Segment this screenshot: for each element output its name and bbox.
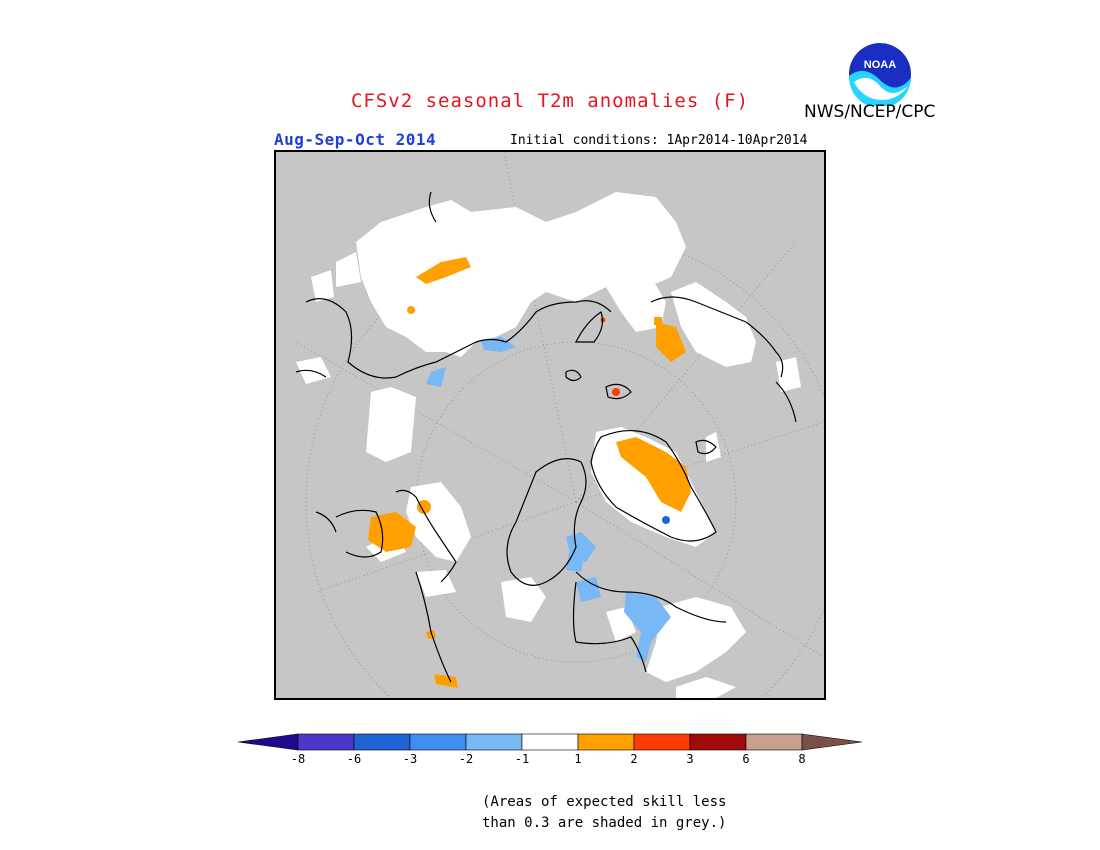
cold-spot xyxy=(662,516,670,524)
color-scale-tick-label: 8 xyxy=(798,752,806,766)
season-label: Aug-Sep-Oct 2014 xyxy=(274,130,437,149)
color-bin xyxy=(297,733,355,751)
agency-label: NWS/NCEP/CPC xyxy=(804,102,936,122)
color-bin xyxy=(409,733,467,751)
skill-footnote: (Areas of expected skill less than 0.3 a… xyxy=(482,792,726,834)
color-bin xyxy=(465,733,523,751)
color-bin xyxy=(689,733,747,751)
color-scale-tick-label: -6 xyxy=(346,752,362,766)
logo-text: NOAA xyxy=(864,59,896,71)
noaa-logo: NOAA xyxy=(848,43,911,106)
color-scale-tick-label: -3 xyxy=(402,752,418,766)
color-bin xyxy=(353,733,411,751)
color-bin xyxy=(521,733,579,751)
color-scale-tick-label: -2 xyxy=(458,752,474,766)
color-scale-tick-label: -8 xyxy=(290,752,306,766)
color-bin xyxy=(238,733,299,751)
below-normal-areas xyxy=(426,337,671,662)
color-scale xyxy=(238,733,862,751)
color-scale-tick-label: 1 xyxy=(574,752,582,766)
footnote-line-2: than 0.3 are shaded in grey.) xyxy=(482,815,727,831)
color-bin xyxy=(745,733,803,751)
color-bin xyxy=(633,733,691,751)
coastlines xyxy=(295,191,797,683)
color-scale-tick-label: 3 xyxy=(686,752,694,766)
initial-conditions-label: Initial conditions: 1Apr2014-10Apr2014 xyxy=(510,133,808,148)
color-bin xyxy=(577,733,635,751)
footnote-line-1: (Areas of expected skill less xyxy=(482,794,727,810)
above-normal-areas xyxy=(368,257,691,688)
polar-map xyxy=(274,150,826,700)
color-bin xyxy=(801,733,862,751)
color-scale-tick-label: 6 xyxy=(742,752,750,766)
color-scale-tick-label: 2 xyxy=(630,752,638,766)
color-scale-tick-label: -1 xyxy=(514,752,530,766)
chart-title: CFSv2 seasonal T2m anomalies (F) xyxy=(350,90,750,112)
